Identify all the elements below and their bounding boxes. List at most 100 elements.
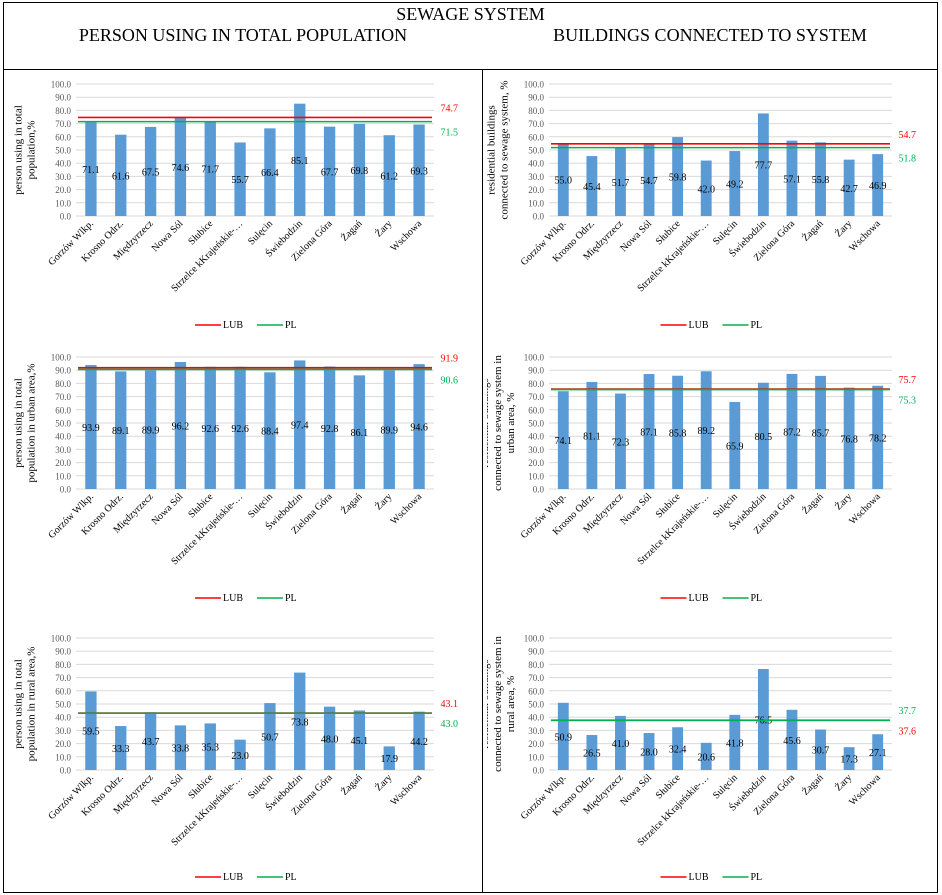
y-tick-label: 90.0 (528, 366, 544, 376)
bar-value-label: 77.7 (755, 161, 773, 172)
bar-value-label: 85.7 (812, 428, 830, 439)
y-tick-label: 70.0 (55, 392, 71, 402)
category-label: Żagań (338, 491, 364, 517)
category-label: Słubice (186, 772, 215, 801)
category-label: Nowa Sól (150, 772, 186, 808)
bar (700, 742, 712, 770)
bar (383, 370, 395, 489)
bar (353, 375, 366, 489)
y-tick-label: 60.0 (528, 686, 544, 696)
bar (843, 159, 855, 216)
bar (700, 371, 712, 489)
bar (700, 160, 712, 216)
bar (85, 122, 97, 216)
chart-cell: 100.0 90.0 80.0 70.0 60.0 50.0 40.0 30.0 20.0 10.… (14, 630, 474, 892)
bar (383, 135, 395, 216)
bar (843, 387, 855, 489)
bar-value-label: 85.1 (291, 156, 309, 167)
bar (872, 154, 884, 216)
y-tick-label: 80.0 (528, 660, 544, 670)
bar-value-label: 71.7 (202, 165, 220, 176)
bar (672, 375, 684, 489)
category-label: Żary (373, 218, 395, 240)
bar (672, 137, 684, 216)
bar-value-label: 92.6 (231, 424, 249, 435)
y-tick-label: 10.0 (528, 198, 544, 208)
bar (144, 712, 157, 770)
bar-value-label: 49.2 (726, 180, 744, 191)
bar (615, 715, 626, 770)
y-axis-label: person using in totalpopulation,% (14, 105, 38, 195)
bar-value-label: 92.8 (321, 424, 339, 435)
bar (323, 706, 336, 770)
bar (786, 373, 798, 489)
bar-value-label: 48.0 (321, 734, 339, 745)
y-tick-label: 50.0 (528, 700, 544, 710)
bar (234, 739, 246, 770)
column-divider (482, 69, 483, 893)
y-tick-label: 0.0 (60, 212, 72, 222)
bar-value-label: 43.7 (142, 737, 160, 748)
bar (85, 365, 97, 489)
bar-value-label: 45.4 (583, 182, 601, 193)
y-tick-label: 0.0 (533, 485, 545, 495)
bar-value-label: 42.0 (697, 184, 715, 195)
legend-label: PL (285, 320, 297, 331)
bar-value-label: 51.7 (612, 178, 630, 189)
category-label: Wschowa (389, 491, 425, 527)
y-tick-label: 90.0 (55, 366, 71, 376)
category-label: Żagań (800, 491, 826, 517)
header-divider (4, 69, 937, 70)
category-label: Nowa Sól (618, 218, 654, 254)
bar (294, 360, 306, 489)
y-tick-label: 20.0 (55, 185, 71, 195)
y-tick-label: 10.0 (528, 471, 544, 481)
y-tick-label: 40.0 (55, 432, 71, 442)
bar (204, 366, 216, 489)
bar-value-label: 33.8 (172, 744, 190, 755)
y-tick-label: 50.0 (528, 146, 544, 156)
y-axis-label: person using in totalpopulation in rural… (14, 647, 38, 762)
bar-value-label: 26.5 (583, 749, 601, 760)
bar (557, 702, 569, 770)
bar (557, 143, 569, 216)
y-tick-label: 10.0 (55, 752, 71, 762)
chart-buildings-rural: 100.0 90.0 80.0 70.0 60.0 50.0 40.0 30.0 20.0 10.… (487, 634, 916, 884)
y-tick-label: 30.0 (55, 172, 71, 182)
category-label: Wschowa (847, 491, 883, 527)
bar-value-label: 74.6 (172, 163, 190, 174)
chart-cell: 100.0 90.0 80.0 70.0 60.0 50.0 40.0 30.0 20.0 10.… (487, 349, 932, 613)
category-label: Żary (373, 491, 395, 513)
bar-value-label: 93.9 (82, 423, 100, 434)
y-tick-label: 20.0 (55, 458, 71, 468)
chart-person-rural: 100.0 90.0 80.0 70.0 60.0 50.0 40.0 30.0 20.0 10.… (14, 634, 458, 884)
bar-value-label: 55.0 (555, 176, 573, 187)
y-tick-label: 70.0 (55, 119, 71, 129)
bar-value-label: 88.4 (261, 427, 279, 438)
bar-value-label: 50.7 (261, 733, 279, 744)
legend-label: PL (751, 593, 763, 604)
bar-value-label: 89.9 (381, 426, 399, 437)
bar (115, 726, 127, 770)
y-tick-label: 30.0 (528, 445, 544, 455)
category-label: Wschowa (847, 772, 883, 808)
bar-value-label: 87.2 (783, 427, 801, 438)
legend-label: LUB (689, 872, 709, 883)
y-tick-label: 80.0 (528, 379, 544, 389)
bar (786, 140, 798, 216)
bar-value-label: 72.3 (612, 437, 630, 448)
pl-value-label: 75.3 (899, 396, 917, 407)
table-frame: SEWAGE SYSTEM PERSON USING IN TOTAL POPU… (3, 2, 938, 893)
y-tick-label: 60.0 (55, 132, 71, 142)
category-label: Sulęcin (246, 772, 275, 801)
bar (729, 714, 741, 770)
bar (294, 672, 306, 770)
right-column-title: BUILDINGS CONNECTED TO SYSTEM (553, 25, 867, 45)
bar-value-label: 27.1 (869, 748, 887, 759)
bar-value-label: 71.1 (82, 165, 100, 176)
y-tick-label: 20.0 (55, 739, 71, 749)
y-tick-label: 20.0 (528, 458, 544, 468)
bar (234, 366, 246, 489)
y-tick-label: 80.0 (528, 106, 544, 116)
y-tick-label: 60.0 (55, 405, 71, 415)
